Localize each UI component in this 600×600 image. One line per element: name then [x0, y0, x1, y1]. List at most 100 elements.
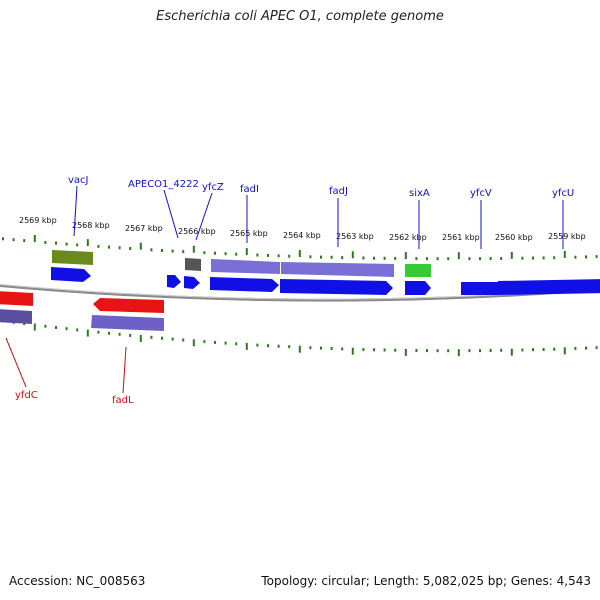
scale-label: 2567 kbp	[125, 224, 163, 233]
gene-feature-fadj-cds[interactable]	[281, 262, 394, 277]
scale-label: 2561 kbp	[442, 233, 480, 242]
gene-arrow-yfcu[interactable]	[498, 279, 600, 295]
minor-tick	[256, 343, 259, 347]
minor-tick	[171, 249, 174, 253]
minor-tick	[574, 347, 577, 350]
reverse-feature-row	[0, 309, 164, 331]
minor-tick	[436, 349, 439, 353]
forward-label-leaders	[73, 185, 564, 249]
minor-tick	[214, 340, 216, 344]
minor-tick	[76, 328, 79, 332]
minor-tick	[500, 348, 503, 352]
minor-tick	[362, 348, 365, 351]
scale-label: 2565 kbp	[230, 229, 268, 238]
minor-tick	[309, 255, 312, 259]
minor-tick	[203, 340, 206, 344]
minor-tick	[532, 348, 534, 352]
major-tick	[510, 251, 513, 259]
gene-arrow-yfdc[interactable]	[0, 291, 33, 306]
minor-tick	[288, 345, 291, 349]
minor-tick	[55, 326, 57, 329]
gene-feature-sixa-rna[interactable]	[405, 264, 431, 277]
minor-tick	[235, 252, 238, 256]
major-tick	[192, 339, 195, 347]
gene-feature-yfdc-cds[interactable]	[0, 309, 32, 324]
gene-label-fadl[interactable]: fadL	[112, 395, 134, 406]
major-tick	[33, 323, 36, 331]
minor-tick	[65, 327, 68, 331]
forward-strand-genes	[51, 267, 600, 295]
minor-tick	[585, 346, 587, 350]
gene-label-fadj[interactable]: fadJ	[329, 186, 348, 197]
major-tick	[139, 334, 142, 342]
minor-tick	[44, 240, 47, 244]
minor-tick	[468, 257, 471, 261]
minor-tick	[479, 257, 481, 261]
major-tick	[457, 252, 460, 260]
gene-arrow-yfcz[interactable]	[184, 276, 200, 289]
major-tick	[298, 250, 301, 257]
gene-arrow-fadi[interactable]	[210, 277, 279, 292]
major-tick	[351, 347, 354, 355]
scale-label: 2559 kbp	[548, 232, 586, 241]
minor-tick	[150, 248, 153, 252]
minor-tick	[23, 322, 26, 326]
gene-feature-apeco1-4222-pseudo[interactable]	[185, 258, 201, 271]
minor-tick	[489, 257, 492, 261]
reverse-gene-labels: yfdC fadL	[15, 390, 134, 406]
minor-tick	[383, 348, 386, 352]
minor-tick	[595, 346, 598, 350]
minor-tick	[171, 337, 174, 341]
gene-arrow-yfcv[interactable]	[461, 282, 500, 295]
minor-tick	[542, 256, 545, 260]
gene-arrow-fadl[interactable]	[93, 298, 164, 313]
gene-label-yfdc[interactable]: yfdC	[15, 390, 38, 401]
scale-label: 2563 kbp	[336, 232, 374, 241]
gene-arrow-sixa[interactable]	[405, 281, 431, 295]
gene-feature-vacj-rna[interactable]	[52, 250, 93, 265]
major-tick	[245, 248, 248, 256]
minor-tick	[161, 336, 163, 340]
gene-feature-fadi-cds[interactable]	[211, 259, 280, 274]
gene-label-vacj[interactable]: vacJ	[68, 175, 89, 186]
gene-feature-fadl-cds[interactable]	[91, 315, 164, 331]
minor-tick	[341, 256, 344, 260]
minor-tick	[415, 257, 418, 261]
gene-label-yfcz[interactable]: yfcZ	[202, 182, 224, 193]
minor-tick	[330, 255, 333, 259]
gene-label-sixa[interactable]: sixA	[409, 188, 430, 199]
minor-tick	[436, 257, 439, 261]
minor-tick	[108, 331, 110, 335]
minor-tick	[373, 256, 375, 260]
minor-tick	[118, 332, 121, 336]
gene-arrow-vacj[interactable]	[51, 267, 91, 282]
major-tick	[404, 348, 407, 356]
minor-tick	[288, 254, 291, 258]
minor-tick	[129, 247, 132, 250]
scale-label: 2560 kbp	[495, 233, 533, 242]
minor-tick	[267, 253, 269, 257]
map-title: Escherichia coli APEC O1, complete genom…	[156, 9, 444, 24]
minor-tick	[182, 250, 185, 254]
minor-tick	[214, 251, 216, 255]
forward-gene-labels: vacJ APECO1_4222 yfcZ fadI fadJ sixA yfc…	[68, 175, 574, 199]
gene-label-yfcv[interactable]: yfcV	[470, 188, 492, 199]
minor-tick	[447, 349, 450, 353]
gene-label-fadi[interactable]: fadI	[240, 184, 259, 195]
gene-arrow-apeco1-4222[interactable]	[167, 275, 181, 288]
gene-label-apeco1-4222[interactable]: APECO1_4222	[128, 179, 199, 190]
minor-tick	[129, 333, 132, 337]
gene-label-yfcu[interactable]: yfcU	[552, 188, 574, 199]
scale-label: 2568 kbp	[72, 221, 110, 230]
major-tick	[404, 252, 407, 260]
genome-stats-text: Topology: circular; Length: 5,082,025 bp…	[261, 574, 591, 588]
minor-tick	[97, 330, 100, 334]
minor-tick	[542, 348, 545, 351]
minor-tick	[341, 347, 344, 351]
gene-arrow-fadj[interactable]	[280, 279, 393, 295]
minor-tick	[521, 348, 524, 352]
minor-tick	[330, 347, 333, 350]
minor-tick	[553, 347, 556, 351]
minor-tick	[23, 239, 26, 243]
